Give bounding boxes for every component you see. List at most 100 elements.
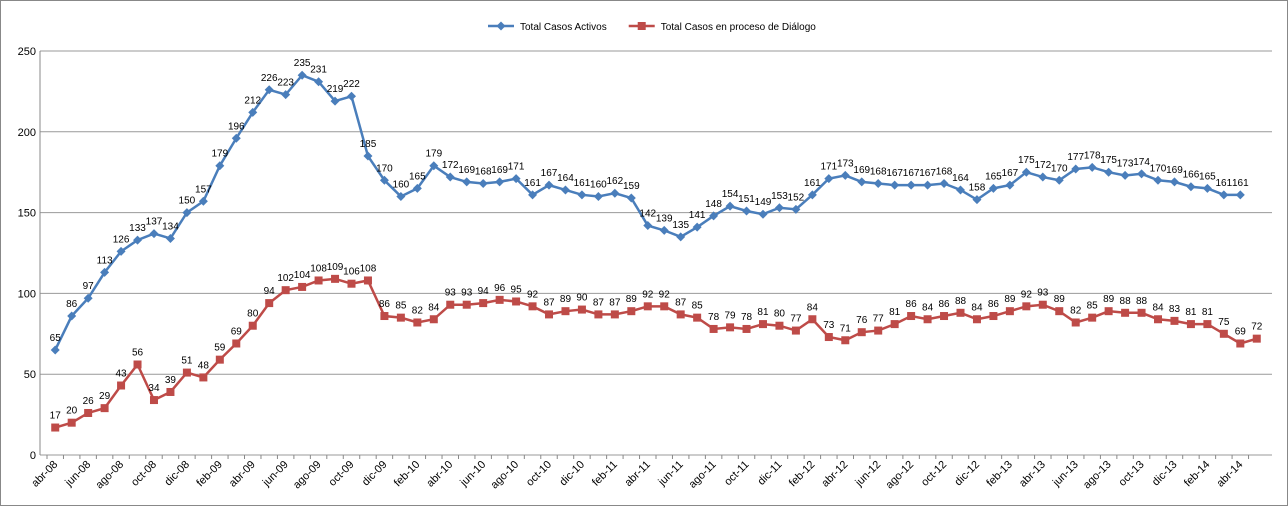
marker (314, 77, 324, 87)
marker (1088, 313, 1097, 322)
data-label: 86 (66, 299, 78, 310)
marker (643, 221, 653, 231)
marker (972, 315, 981, 324)
data-label: 172 (442, 160, 459, 171)
legend-label: Total Casos en proceso de Diálogo (661, 22, 817, 33)
data-label: 178 (1084, 150, 1101, 161)
marker (956, 185, 965, 195)
data-label: 95 (511, 284, 523, 295)
marker (511, 174, 521, 184)
marker (495, 177, 505, 187)
data-label: 165 (1199, 171, 1216, 182)
marker (1005, 180, 1015, 190)
data-label: 167 (1002, 168, 1019, 179)
marker (693, 313, 702, 322)
data-label: 160 (590, 179, 607, 190)
data-label: 89 (1103, 294, 1115, 305)
marker (808, 315, 817, 324)
marker (166, 387, 175, 396)
data-label: 161 (1216, 178, 1233, 189)
data-label: 90 (576, 293, 588, 304)
marker (478, 179, 488, 189)
data-label: 86 (988, 299, 1000, 310)
data-label: 164 (557, 173, 574, 184)
data-label: 80 (247, 309, 259, 320)
data-label: 92 (642, 289, 654, 300)
data-label: 157 (195, 184, 212, 195)
marker (265, 299, 274, 308)
marker (248, 107, 258, 117)
data-label: 141 (689, 210, 706, 221)
marker (709, 324, 718, 333)
legend-label: Total Casos Activos (520, 22, 607, 33)
data-label: 170 (376, 163, 393, 174)
data-label: 173 (837, 158, 854, 169)
marker (873, 179, 883, 189)
data-label: 80 (774, 309, 786, 320)
data-label: 85 (395, 301, 407, 312)
marker (857, 177, 867, 187)
data-label: 86 (906, 299, 918, 310)
marker (643, 302, 652, 311)
data-label: 169 (853, 165, 870, 176)
marker (379, 175, 389, 185)
data-label: 85 (1087, 301, 1099, 312)
marker (923, 180, 933, 190)
data-label: 169 (458, 165, 475, 176)
marker (824, 174, 834, 184)
data-label: 106 (343, 267, 360, 278)
marker (133, 360, 142, 369)
marker (758, 209, 768, 219)
data-label: 72 (1251, 322, 1263, 333)
data-label: 79 (725, 310, 737, 321)
marker (890, 180, 900, 190)
data-label: 135 (672, 220, 689, 231)
data-label: 152 (788, 192, 805, 203)
marker (1038, 172, 1048, 182)
data-label: 84 (922, 302, 934, 313)
marker (231, 133, 241, 143)
marker (1071, 164, 1081, 174)
marker (626, 193, 636, 203)
data-label: 83 (1169, 304, 1181, 315)
data-label: 150 (179, 196, 196, 207)
data-label: 69 (1235, 326, 1247, 337)
data-label: 86 (379, 299, 391, 310)
marker (462, 177, 472, 187)
marker (874, 326, 883, 335)
data-label: 71 (840, 323, 852, 334)
marker (1219, 329, 1228, 338)
marker (83, 293, 93, 303)
data-label: 92 (659, 289, 671, 300)
marker (972, 195, 982, 205)
data-label: 167 (903, 168, 920, 179)
data-label: 96 (494, 283, 506, 294)
data-label: 88 (1136, 296, 1148, 307)
data-label: 226 (261, 73, 278, 84)
marker (462, 300, 471, 309)
marker (1186, 320, 1195, 329)
data-label: 161 (524, 178, 541, 189)
data-label: 149 (755, 197, 772, 208)
data-label: 77 (873, 314, 885, 325)
marker (775, 321, 784, 330)
data-label: 43 (116, 369, 128, 380)
data-label: 87 (593, 297, 605, 308)
data-label: 164 (952, 173, 969, 184)
data-label: 196 (228, 121, 245, 132)
data-label: 160 (393, 179, 410, 190)
marker (1219, 190, 1229, 200)
marker (791, 326, 800, 335)
marker (989, 312, 998, 321)
data-label: 26 (83, 396, 95, 407)
data-label: 158 (969, 183, 986, 194)
marker (215, 161, 225, 171)
marker (1203, 320, 1212, 329)
marker (610, 188, 620, 198)
marker (637, 22, 646, 30)
data-label: 154 (722, 189, 739, 200)
marker (791, 204, 801, 214)
data-label: 82 (1070, 305, 1082, 316)
marker (429, 315, 438, 324)
data-label: 161 (1232, 178, 1249, 189)
